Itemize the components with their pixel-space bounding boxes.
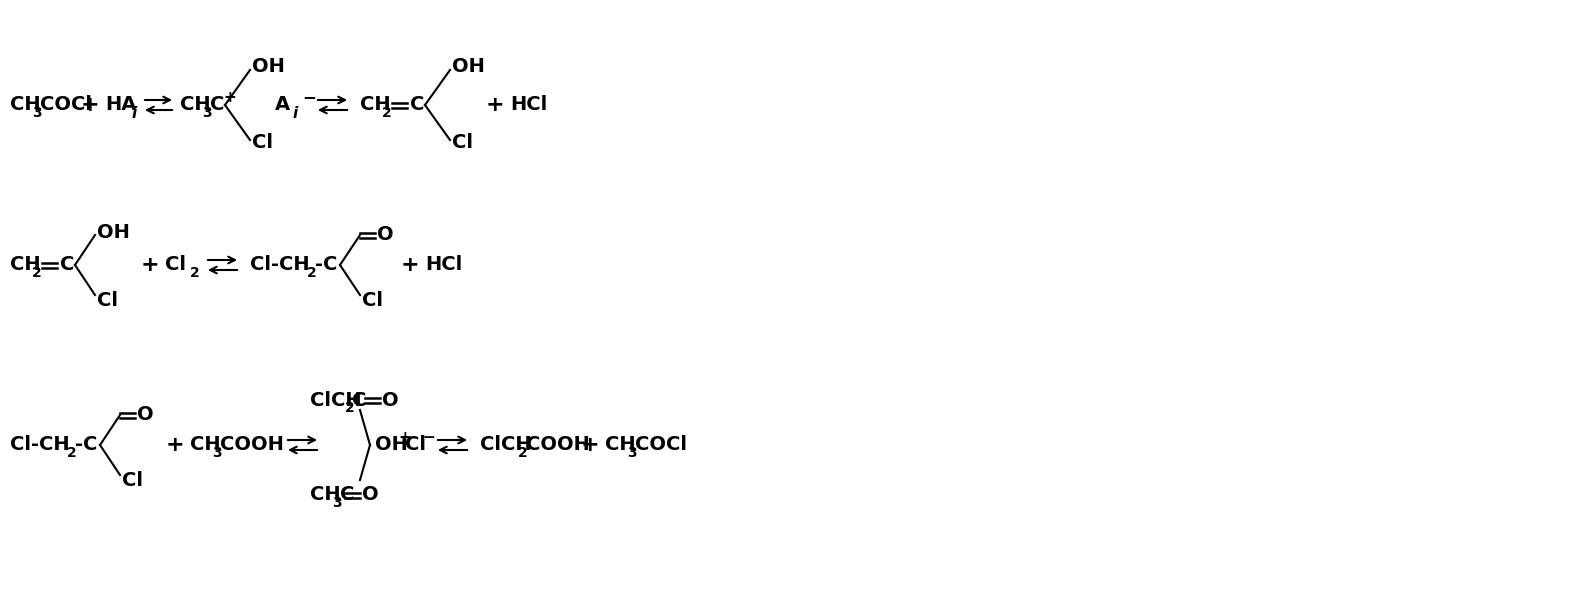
Text: CH: CH <box>190 436 221 454</box>
Text: Cl: Cl <box>253 134 273 152</box>
Text: OH: OH <box>253 57 284 76</box>
Text: 2: 2 <box>518 446 528 460</box>
Text: +: + <box>141 255 159 275</box>
Text: C: C <box>210 96 225 114</box>
Text: 3: 3 <box>31 106 42 120</box>
Text: COOH: COOH <box>220 436 284 454</box>
Text: OH: OH <box>452 57 485 76</box>
Text: O: O <box>377 226 394 244</box>
Text: CH: CH <box>181 96 210 114</box>
Text: Cl: Cl <box>452 134 473 152</box>
Text: +: + <box>581 435 600 455</box>
Text: −: − <box>301 88 316 106</box>
Text: Cl-CH: Cl-CH <box>9 436 69 454</box>
Text: C: C <box>60 255 74 275</box>
Text: +: + <box>400 255 419 275</box>
Text: C: C <box>410 96 424 114</box>
Text: i: i <box>294 105 298 120</box>
Text: +: + <box>80 95 99 115</box>
Text: +: + <box>223 90 235 105</box>
Text: CH: CH <box>309 485 341 505</box>
Text: HCl: HCl <box>425 255 462 275</box>
Text: 2: 2 <box>31 266 42 280</box>
Text: Cl: Cl <box>405 436 425 454</box>
Text: 2: 2 <box>345 401 355 415</box>
Text: -C: -C <box>75 436 97 454</box>
Text: CH: CH <box>9 96 41 114</box>
Text: OH: OH <box>97 223 130 243</box>
Text: Cl: Cl <box>165 255 185 275</box>
Text: −: − <box>422 430 435 445</box>
Text: 3: 3 <box>203 106 212 120</box>
Text: O: O <box>363 485 378 505</box>
Text: Cl: Cl <box>122 471 143 489</box>
Text: CH: CH <box>604 436 636 454</box>
Text: Cl-CH: Cl-CH <box>250 255 309 275</box>
Text: COOH: COOH <box>526 436 590 454</box>
Text: 3: 3 <box>331 496 342 510</box>
Text: i: i <box>132 105 137 120</box>
Text: Cl: Cl <box>363 290 383 310</box>
Text: 2: 2 <box>190 266 199 280</box>
Text: 3: 3 <box>212 446 221 460</box>
Text: ClCH: ClCH <box>480 436 532 454</box>
Text: HA: HA <box>105 96 137 114</box>
Text: -C: -C <box>316 255 338 275</box>
Text: C: C <box>352 390 366 410</box>
Text: +: + <box>166 435 184 455</box>
Text: +: + <box>399 430 411 445</box>
Text: HCl: HCl <box>510 96 548 114</box>
Text: COCl: COCl <box>634 436 688 454</box>
Text: 2: 2 <box>382 106 392 120</box>
Text: 2: 2 <box>68 446 77 460</box>
Text: O: O <box>382 390 399 410</box>
Text: ClCH: ClCH <box>309 390 361 410</box>
Text: C: C <box>341 485 355 505</box>
Text: 2: 2 <box>308 266 317 280</box>
Text: 3: 3 <box>626 446 636 460</box>
Text: +: + <box>485 95 504 115</box>
Text: OH: OH <box>375 436 408 454</box>
Text: COCl: COCl <box>39 96 93 114</box>
Text: O: O <box>137 405 154 425</box>
Text: CH: CH <box>9 255 41 275</box>
Text: CH: CH <box>360 96 391 114</box>
Text: A: A <box>275 96 290 114</box>
Text: Cl: Cl <box>97 290 118 310</box>
